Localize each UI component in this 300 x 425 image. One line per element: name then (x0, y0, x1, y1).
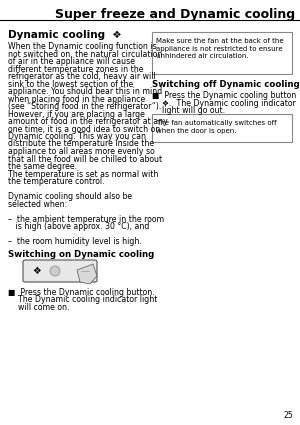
Text: amount of food in the refrigerator at any: amount of food in the refrigerator at an… (8, 117, 168, 126)
Text: However, if you are placing a large: However, if you are placing a large (8, 110, 145, 119)
Text: Switching off Dynamic cooling: Switching off Dynamic cooling (152, 80, 300, 89)
Text: the same degree.: the same degree. (8, 162, 77, 171)
Text: Dynamic cooling. This way you can: Dynamic cooling. This way you can (8, 132, 146, 141)
Text: ❖.  The Dynamic cooling indicator: ❖. The Dynamic cooling indicator (152, 99, 296, 108)
Text: appliance to all areas more evenly so: appliance to all areas more evenly so (8, 147, 155, 156)
Text: distribute the temperature inside the: distribute the temperature inside the (8, 139, 154, 148)
Text: The Dynamic cooling indicator light: The Dynamic cooling indicator light (8, 295, 158, 304)
Text: ■  Press the Dynamic cooling button.: ■ Press the Dynamic cooling button. (8, 288, 155, 297)
Text: 25: 25 (284, 411, 293, 420)
Text: The fan automatically switches off: The fan automatically switches off (156, 120, 277, 126)
Text: refrigerator as the cold, heavy air will: refrigerator as the cold, heavy air will (8, 72, 156, 81)
Text: when the door is open.: when the door is open. (156, 128, 236, 133)
Text: when placing food in the appliance: when placing food in the appliance (8, 94, 145, 104)
Text: light will go out.: light will go out. (152, 106, 225, 115)
Text: –  the ambient temperature in the room: – the ambient temperature in the room (8, 215, 164, 224)
FancyBboxPatch shape (152, 114, 292, 142)
Text: Dynamic cooling  ❖: Dynamic cooling ❖ (8, 30, 122, 40)
Text: Dynamic cooling should also be: Dynamic cooling should also be (8, 192, 132, 201)
Text: Make sure the fan at the back of the: Make sure the fan at the back of the (156, 38, 284, 44)
Circle shape (50, 266, 60, 276)
Text: the temperature control.: the temperature control. (8, 177, 105, 186)
Text: unhindered air circulation.: unhindered air circulation. (156, 53, 249, 59)
Text: ❖: ❖ (33, 266, 41, 276)
Text: –  the room humidity level is high.: – the room humidity level is high. (8, 237, 142, 246)
FancyBboxPatch shape (23, 260, 97, 282)
Text: of air in the appliance will cause: of air in the appliance will cause (8, 57, 135, 66)
Text: is high (above approx. 30 °C), and: is high (above approx. 30 °C), and (8, 222, 149, 231)
Text: The temperature is set as normal with: The temperature is set as normal with (8, 170, 158, 178)
Text: not switched on, the natural circulation: not switched on, the natural circulation (8, 49, 162, 59)
Text: appliance is not restricted to ensure: appliance is not restricted to ensure (156, 45, 283, 51)
Text: different temperature zones in the: different temperature zones in the (8, 65, 143, 74)
Polygon shape (77, 264, 97, 284)
Text: appliance. You should bear this in mind: appliance. You should bear this in mind (8, 87, 162, 96)
Text: Super freeze and Dynamic cooling: Super freeze and Dynamic cooling (55, 8, 295, 20)
FancyBboxPatch shape (152, 32, 292, 74)
Text: Switching on Dynamic cooling: Switching on Dynamic cooling (8, 250, 154, 259)
Text: selected when:: selected when: (8, 199, 67, 209)
Text: one time, it is a good idea to switch on: one time, it is a good idea to switch on (8, 125, 160, 133)
Text: will come on.: will come on. (8, 303, 70, 312)
Text: that all the food will be chilled to about: that all the food will be chilled to abo… (8, 155, 162, 164)
Text: ■  Press the Dynamic cooling button: ■ Press the Dynamic cooling button (152, 91, 296, 100)
Text: When the Dynamic cooling function is: When the Dynamic cooling function is (8, 42, 157, 51)
Text: (see “Storing food in the refrigerator”).: (see “Storing food in the refrigerator”)… (8, 102, 161, 111)
Text: sink to the lowest section of the: sink to the lowest section of the (8, 79, 133, 88)
